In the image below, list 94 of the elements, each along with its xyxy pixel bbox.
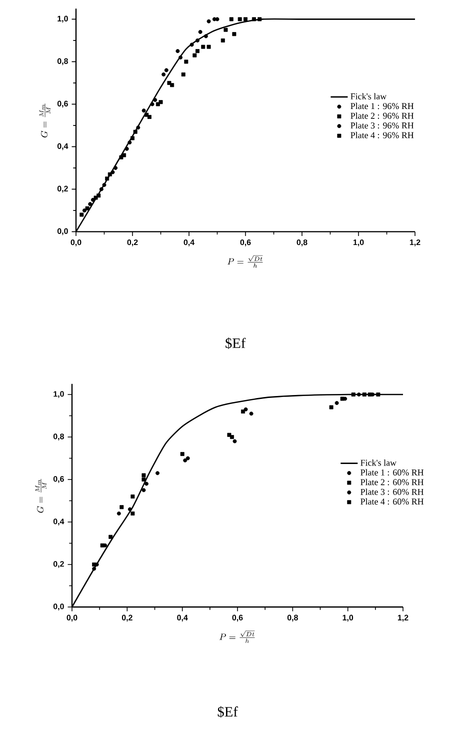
point bbox=[92, 566, 96, 571]
point bbox=[220, 38, 225, 42]
point bbox=[144, 112, 149, 117]
point bbox=[356, 392, 361, 396]
point bbox=[130, 136, 134, 140]
point bbox=[99, 187, 104, 192]
point bbox=[241, 410, 246, 414]
point bbox=[124, 146, 129, 151]
point bbox=[122, 153, 126, 158]
point bbox=[142, 488, 146, 492]
point bbox=[351, 392, 356, 396]
legend-label: Plate 2 : 96% RH bbox=[350, 112, 414, 119]
point bbox=[201, 44, 206, 49]
y-axis-title: $G = \frac{M_m}{M}$ bbox=[35, 478, 46, 513]
point bbox=[142, 478, 146, 482]
point bbox=[215, 17, 220, 22]
point bbox=[230, 435, 234, 439]
point bbox=[108, 172, 112, 176]
point bbox=[162, 72, 166, 76]
point bbox=[238, 17, 242, 22]
point bbox=[164, 68, 168, 72]
point bbox=[136, 126, 140, 130]
point bbox=[128, 140, 132, 144]
point bbox=[153, 98, 158, 102]
legend-label: Plate 1 : 96% RH bbox=[350, 102, 414, 110]
legend-label: Plate 3 : 60% RH bbox=[360, 488, 424, 495]
legend-label: Fick's law bbox=[360, 459, 396, 466]
point bbox=[85, 206, 90, 210]
point bbox=[334, 401, 339, 405]
point bbox=[114, 166, 118, 170]
point bbox=[258, 17, 262, 22]
point bbox=[244, 17, 248, 22]
y-axis-title: $G = \frac{M_m}{M}$ bbox=[39, 104, 50, 138]
point bbox=[244, 407, 248, 412]
point bbox=[206, 44, 211, 49]
point bbox=[252, 17, 256, 22]
point bbox=[120, 505, 124, 510]
point bbox=[183, 458, 188, 462]
point bbox=[156, 102, 160, 106]
point bbox=[108, 534, 113, 539]
point bbox=[144, 482, 148, 486]
point bbox=[329, 405, 334, 410]
point bbox=[232, 439, 237, 444]
point bbox=[90, 198, 95, 202]
text: $Ef bbox=[218, 706, 238, 718]
point bbox=[249, 412, 254, 416]
legend-label: Plate 2 : 60% RH bbox=[360, 478, 424, 486]
point bbox=[105, 176, 110, 181]
point bbox=[195, 38, 200, 42]
point bbox=[198, 30, 202, 34]
point bbox=[212, 17, 216, 22]
point bbox=[119, 155, 124, 160]
point bbox=[88, 202, 92, 206]
point bbox=[184, 60, 188, 64]
point bbox=[186, 456, 190, 460]
point bbox=[376, 392, 380, 396]
point bbox=[158, 100, 163, 104]
text: $Ef bbox=[226, 338, 246, 350]
point bbox=[195, 49, 200, 54]
point bbox=[128, 507, 132, 512]
point bbox=[232, 32, 236, 36]
point bbox=[130, 512, 135, 516]
point bbox=[130, 494, 135, 498]
point bbox=[156, 471, 160, 476]
point bbox=[102, 182, 106, 187]
point bbox=[142, 473, 146, 478]
point bbox=[181, 72, 186, 76]
point bbox=[100, 543, 104, 548]
point bbox=[142, 108, 146, 113]
legend-label: Plate 4 : 96% RH bbox=[350, 132, 414, 138]
point bbox=[180, 452, 184, 456]
x-axis-title: $P = \frac{\sqrt{Dt}}{h}$ bbox=[227, 255, 263, 268]
point bbox=[167, 80, 172, 85]
point bbox=[110, 170, 115, 174]
point bbox=[192, 53, 197, 58]
point bbox=[133, 130, 138, 134]
legend-label: Plate 3 : 96% RH bbox=[350, 122, 414, 129]
point bbox=[176, 49, 180, 54]
point bbox=[362, 392, 366, 396]
point bbox=[340, 396, 344, 401]
point bbox=[204, 34, 208, 38]
point bbox=[206, 19, 211, 24]
point bbox=[229, 17, 234, 22]
legend-label: Plate 1 : 60% RH bbox=[360, 469, 424, 476]
point bbox=[150, 102, 154, 106]
point bbox=[116, 512, 121, 516]
point bbox=[190, 42, 194, 47]
legend-label: Fick's law bbox=[350, 93, 387, 100]
point bbox=[80, 212, 84, 217]
point bbox=[94, 196, 98, 200]
point bbox=[224, 28, 228, 32]
point bbox=[178, 55, 183, 60]
legend-label: Plate 4 : 60% RH bbox=[360, 498, 424, 505]
x-axis-title: $P = \frac{\sqrt{Dt}}{h}$ bbox=[219, 630, 255, 643]
